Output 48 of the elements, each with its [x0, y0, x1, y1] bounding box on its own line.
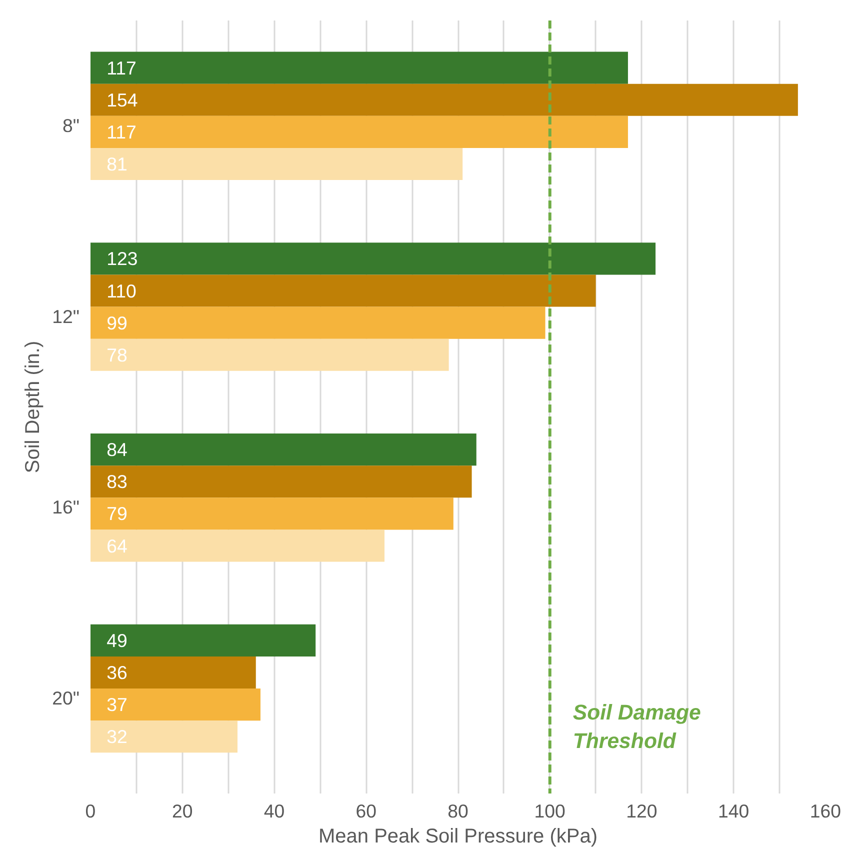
data-label: 36	[106, 662, 128, 683]
data-label: 117	[106, 121, 136, 142]
x-tick-label: 80	[448, 800, 468, 822]
data-label: 154	[106, 89, 138, 110]
data-label: 64	[106, 535, 128, 556]
data-label: 110	[106, 280, 136, 302]
x-axis-title: Mean Peak Soil Pressure (kPa)	[318, 826, 598, 848]
ref-line-label: Soil Damage Threshold	[572, 700, 701, 754]
bar	[90, 274, 596, 307]
data-label: 83	[106, 471, 128, 492]
data-label: 32	[106, 726, 128, 748]
x-tick-label: 140	[718, 800, 750, 822]
data-label: 79	[106, 503, 128, 524]
bar	[90, 720, 238, 753]
y-axis-title: Soil Depth (in.)	[22, 340, 44, 474]
bar	[90, 116, 628, 148]
bar	[90, 466, 472, 498]
bar	[90, 338, 449, 371]
data-label: 123	[106, 248, 138, 270]
y-tick-label: 8"	[62, 114, 80, 136]
bar	[90, 242, 656, 275]
bar	[90, 530, 384, 562]
data-label: 99	[106, 312, 128, 334]
bar	[90, 434, 476, 466]
bar	[90, 84, 798, 116]
y-tick-label: 12"	[52, 306, 80, 327]
x-tick-label: 0	[85, 800, 96, 822]
y-tick-label: 20"	[52, 688, 80, 709]
data-label: 78	[106, 344, 128, 366]
bar	[90, 498, 454, 530]
x-tick-label: 20	[172, 800, 193, 822]
x-tick-label: 120	[626, 800, 658, 822]
bar	[90, 624, 316, 656]
x-tick-label: 60	[356, 800, 377, 822]
bar	[90, 148, 463, 180]
bar	[90, 306, 546, 339]
y-tick-label: 16"	[52, 496, 80, 518]
data-label: 49	[106, 630, 128, 651]
data-label: 117	[106, 57, 136, 78]
bar	[90, 688, 260, 721]
x-tick-label: 160	[810, 800, 842, 822]
data-label: 81	[106, 154, 128, 175]
bar	[90, 656, 256, 689]
x-tick-label: 40	[264, 800, 285, 822]
x-tick-label: 100	[534, 800, 566, 822]
data-label: 84	[106, 439, 128, 460]
bar	[90, 52, 628, 84]
data-label: 37	[106, 694, 128, 716]
